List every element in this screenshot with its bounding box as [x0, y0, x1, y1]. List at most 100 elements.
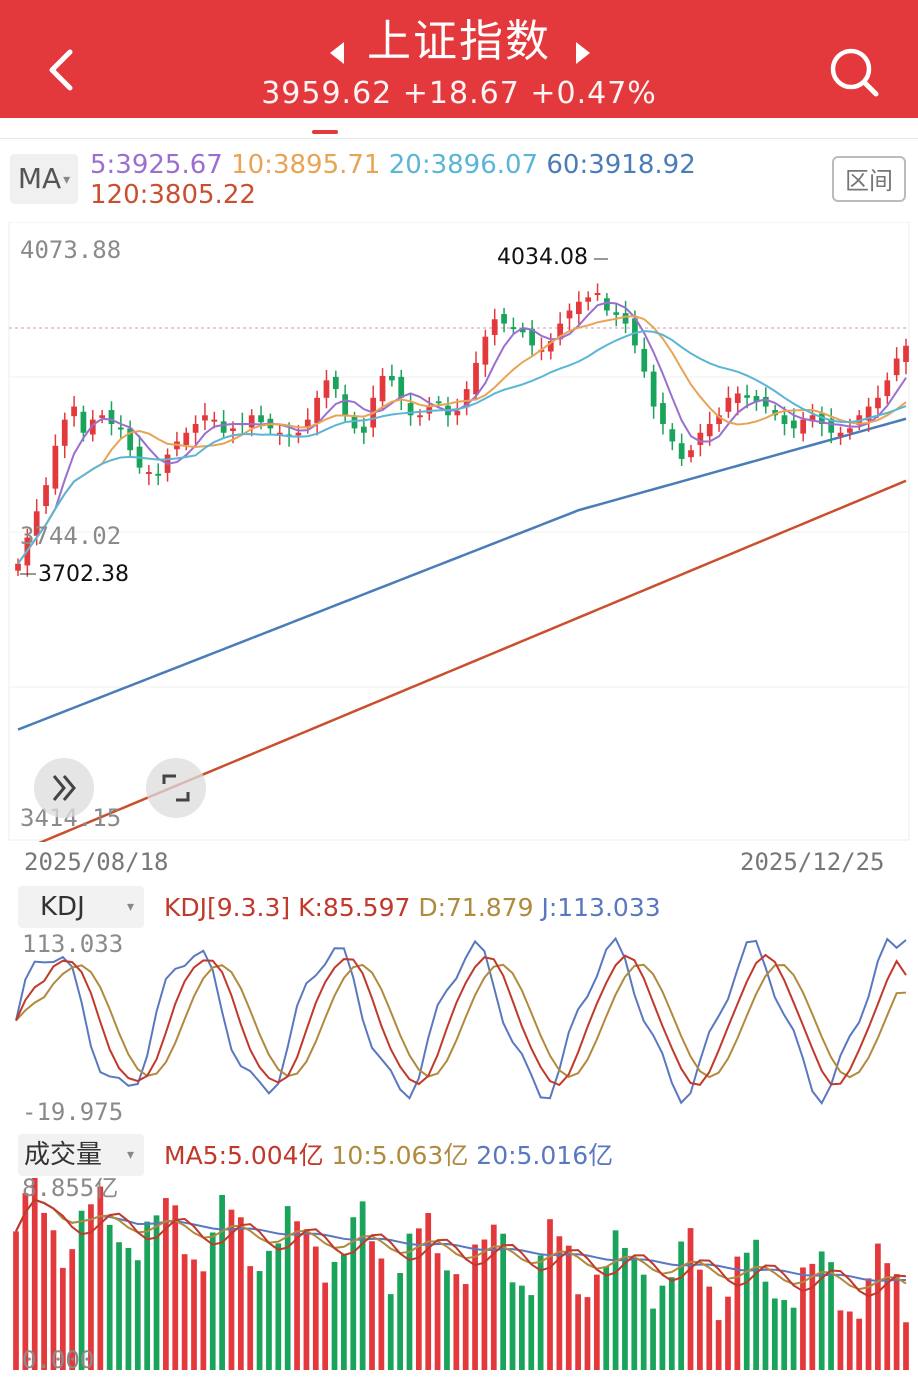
candle-body [202, 415, 208, 421]
back-arrow-icon[interactable] [36, 40, 88, 100]
next-index-arrow-icon[interactable] [572, 38, 594, 68]
ma-values: 5:3925.67 10:3895.71 20:3896.07 60:3918.… [90, 150, 820, 210]
candle-body [398, 376, 405, 398]
candle-body [678, 443, 685, 459]
tab-indicator [312, 130, 338, 134]
kdj-d-line [15, 963, 907, 1079]
kdj-selector-label: KDJ [40, 892, 85, 922]
volume-bar [631, 1257, 638, 1370]
candle-body [697, 432, 704, 445]
candle-body [108, 410, 115, 425]
volume-bar [181, 1254, 188, 1370]
ma60-line [17, 417, 907, 731]
volume-bars [13, 1178, 909, 1370]
kdj-chart[interactable]: 113.033 -19.975 [0, 930, 918, 1126]
volume-bar [219, 1194, 225, 1370]
ma20-line [17, 330, 907, 565]
volume-bar [659, 1285, 666, 1370]
candle-body [295, 432, 302, 436]
volume-bar [697, 1269, 703, 1370]
candle-body [192, 424, 199, 433]
volume-bar [762, 1281, 769, 1370]
volume-bar [31, 1178, 38, 1370]
vol-ma10-value: 10:5.063亿 [331, 1141, 469, 1170]
volume-bar [341, 1254, 347, 1370]
volume-bar [622, 1247, 628, 1370]
candle-body [519, 327, 526, 333]
candle-body [435, 401, 442, 404]
candle-body [426, 406, 433, 414]
candle-body [819, 413, 825, 425]
end-date-label: 2025/12/25 [740, 848, 885, 876]
volume-bar [275, 1243, 282, 1370]
ma120-value: 120:3805.22 [90, 180, 256, 210]
ma10-value: 10:3895.71 [231, 150, 381, 180]
dropdown-caret-icon: ▾ [63, 172, 71, 188]
candle-body [52, 445, 59, 489]
prev-index-arrow-icon[interactable] [326, 38, 348, 68]
volume-bar [228, 1209, 235, 1370]
volume-bar [378, 1258, 385, 1370]
candle-body [641, 348, 648, 372]
candle-body [342, 394, 349, 416]
short-ma-series [17, 301, 907, 565]
candle-body [155, 473, 162, 476]
candle-body [800, 419, 807, 434]
indicator-selector-volume[interactable]: 成交量 ▾ [18, 1134, 144, 1176]
high-annotation: 4034.08 [497, 245, 588, 270]
volume-bar [97, 1186, 104, 1370]
volume-bar [256, 1271, 263, 1370]
candle-body [510, 327, 517, 330]
vol-ma5-value: MA5:5.004亿 [164, 1141, 324, 1170]
price-candlestick-chart[interactable]: 4073.88 3744.02 3414.15 4034.08 3702.38 [0, 222, 918, 842]
ma-legend-row: MA ▾ 5:3925.67 10:3895.71 20:3896.07 60:3… [0, 150, 918, 216]
kdj-lines [15, 936, 907, 1106]
volume-bar [294, 1221, 300, 1370]
candle-body [482, 336, 489, 365]
indicator-selector-ma[interactable]: MA ▾ [10, 154, 78, 204]
candle-body [604, 298, 610, 311]
candle-body [276, 432, 283, 435]
indicator-selector-kdj[interactable]: KDJ ▾ [18, 886, 144, 928]
volume-bar [715, 1320, 722, 1370]
volume-bar [753, 1239, 759, 1370]
search-icon[interactable] [826, 44, 882, 100]
candle-body [80, 411, 87, 433]
volume-bar [88, 1204, 94, 1370]
fullscreen-button[interactable] [146, 758, 206, 818]
volume-bar [903, 1322, 909, 1370]
candle-body [753, 396, 760, 403]
volume-bar [565, 1245, 572, 1370]
candle-body [248, 415, 255, 428]
volume-chart[interactable]: 8.855亿 0.000 [0, 1178, 918, 1374]
candle-body [594, 293, 601, 296]
expand-button[interactable] [34, 758, 94, 818]
volume-bar [22, 1193, 29, 1370]
kdj-k-line [15, 953, 907, 1087]
volume-bar [69, 1249, 76, 1370]
volume-bar [678, 1241, 685, 1370]
volume-bar [771, 1298, 778, 1370]
candle-body [734, 393, 741, 404]
candle-body [127, 428, 134, 451]
volume-bar [50, 1230, 57, 1370]
candle-body [323, 380, 330, 398]
volume-bar [547, 1219, 553, 1370]
candle-body [389, 375, 395, 381]
volume-bar [725, 1296, 731, 1370]
ma60-series [17, 417, 907, 731]
volume-bar [153, 1215, 160, 1370]
volume-bar [800, 1267, 806, 1370]
start-date-label: 2025/08/18 [24, 848, 169, 876]
range-button[interactable]: 区间 [832, 156, 906, 202]
volume-bar [312, 1246, 319, 1370]
volume-bar [575, 1294, 581, 1370]
volume-bar [106, 1224, 113, 1370]
volume-bar [884, 1263, 891, 1370]
volume-selector-label: 成交量 [24, 1140, 103, 1170]
ma5-value: 5:3925.67 [90, 150, 223, 180]
candle-body [632, 318, 638, 346]
candle-body [547, 341, 554, 352]
candle-body [379, 375, 386, 402]
kdj-min-label: -19.975 [22, 1098, 123, 1126]
